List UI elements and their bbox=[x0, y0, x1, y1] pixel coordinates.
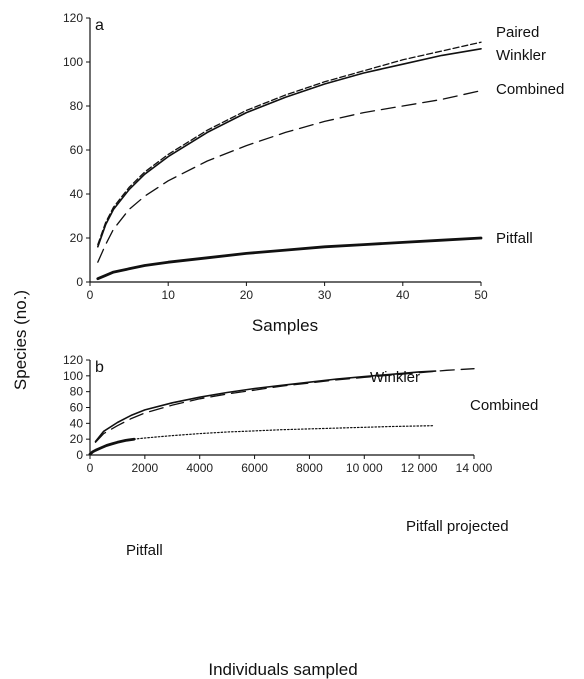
y-axis-label: Species (no.) bbox=[11, 290, 30, 390]
x-tick-label: 2000 bbox=[132, 461, 159, 475]
x-tick-label: 14 000 bbox=[456, 461, 493, 475]
x-tick-label: 12 000 bbox=[401, 461, 438, 475]
x-tick-label: 50 bbox=[474, 288, 488, 302]
y-tick-label: 80 bbox=[70, 385, 84, 399]
y-tick-label: 40 bbox=[70, 187, 84, 201]
series-line-paired bbox=[97, 41, 482, 246]
series-label-combined: Combined bbox=[470, 397, 538, 414]
x-tick-label: 0 bbox=[87, 461, 94, 475]
y-tick-label: 120 bbox=[63, 11, 83, 25]
series-line-winkler bbox=[94, 370, 437, 443]
y-tick-label: 120 bbox=[63, 353, 83, 367]
y-tick-label: 60 bbox=[70, 401, 84, 415]
x-tick-label: 0 bbox=[87, 288, 94, 302]
series-line-combined bbox=[94, 368, 475, 443]
y-tick-label: 20 bbox=[70, 432, 84, 446]
x-tick-label: 6000 bbox=[241, 461, 268, 475]
series-label-pitfall-projected: Pitfall projected bbox=[406, 518, 509, 535]
series-label-paired: Paired bbox=[496, 24, 539, 41]
panel-a: a 0 20 40 60 80 100 120 0 10 20 30 40 50 Samples Paired… bbox=[63, 11, 564, 335]
y-tick-label: 0 bbox=[76, 275, 83, 289]
y-tick-label: 100 bbox=[63, 369, 83, 383]
series-label-winkler: Winkler bbox=[370, 369, 420, 386]
y-tick-label: 100 bbox=[63, 55, 83, 69]
series-label-winkler: Winkler bbox=[496, 47, 546, 64]
x-tick-label: 8000 bbox=[296, 461, 323, 475]
x-tick-label: 30 bbox=[318, 288, 332, 302]
x-tick-label: 10 bbox=[162, 288, 176, 302]
y-tick-label: 80 bbox=[70, 99, 84, 113]
x-tick-label: 10 000 bbox=[346, 461, 383, 475]
x-tick-label: 40 bbox=[396, 288, 410, 302]
y-tick-label: 60 bbox=[70, 143, 84, 157]
x-tick-label: 4000 bbox=[186, 461, 213, 475]
series-line-combined bbox=[97, 89, 482, 263]
y-tick-label: 20 bbox=[70, 231, 84, 245]
x-axis-label: Samples bbox=[252, 316, 318, 335]
panel-letter: a bbox=[95, 17, 104, 34]
series-line-pitfall bbox=[88, 437, 136, 456]
panel-letter: b bbox=[95, 359, 104, 376]
y-tick-label: 0 bbox=[76, 448, 83, 462]
x-axis-label: Individuals sampled bbox=[208, 660, 357, 679]
series-label-pitfall: Pitfall bbox=[126, 542, 163, 559]
y-tick-label: 40 bbox=[70, 416, 84, 430]
series-label-combined: Combined bbox=[496, 81, 564, 98]
series-label-pitfall: Pitfall bbox=[496, 230, 533, 247]
x-tick-label: 20 bbox=[240, 288, 254, 302]
series-line-pitfall bbox=[96, 236, 483, 281]
series-line-pitfall-projected bbox=[133, 425, 434, 440]
series-line-winkler bbox=[97, 47, 482, 248]
